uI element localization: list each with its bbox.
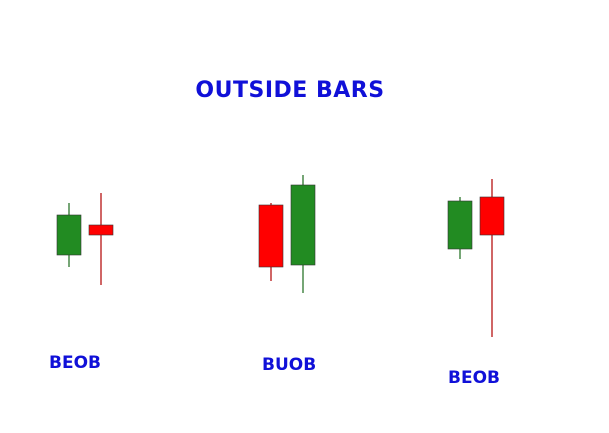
pattern-label-1: BEOB (49, 353, 101, 373)
bullish-candle-body (290, 184, 316, 266)
pattern-label-2: BUOB (262, 355, 317, 375)
diagram-title: OUTSIDE BARS (195, 78, 385, 103)
pattern-label-3: BEOB (448, 368, 500, 388)
bullish-candle-body (56, 214, 82, 256)
bearish-candle-body (479, 196, 505, 236)
bearish-candle-body (258, 204, 284, 268)
bullish-candle-body (447, 200, 473, 250)
bearish-candle-body (88, 224, 114, 236)
